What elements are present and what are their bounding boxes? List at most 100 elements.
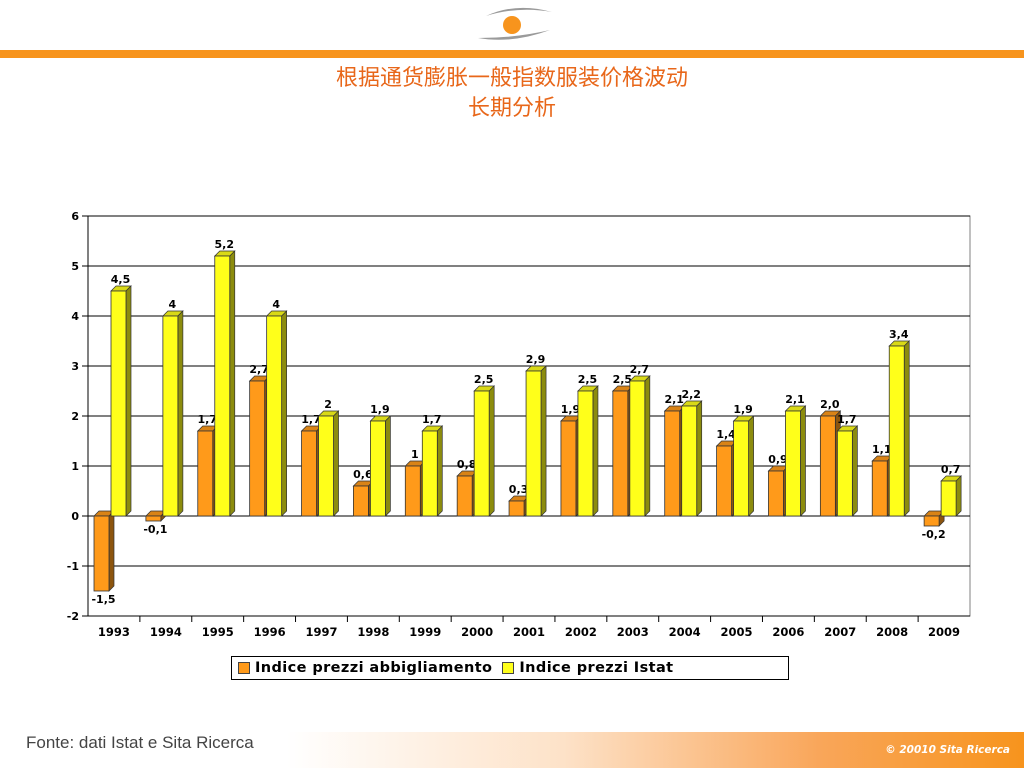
data-label: 2,7 xyxy=(630,363,650,376)
bar-series-1 xyxy=(819,415,836,517)
x-tick-label: 1998 xyxy=(357,625,389,639)
legend-label-series-2: Indice prezzi Istat xyxy=(519,660,674,676)
bar-series-2 xyxy=(785,410,801,517)
y-tick-label: -2 xyxy=(67,610,79,623)
bar-series-1 xyxy=(249,380,266,517)
data-label: 1,7 xyxy=(837,413,857,426)
data-label: 0,9 xyxy=(768,453,788,466)
data-label: 2,5 xyxy=(474,373,494,386)
bar-1-side xyxy=(108,510,115,592)
y-tick-label: 3 xyxy=(71,360,79,373)
bar-series-1 xyxy=(508,500,525,517)
bar-2-side xyxy=(488,385,495,517)
data-label: 0,8 xyxy=(457,458,477,471)
x-tick-label: 2000 xyxy=(461,625,493,639)
y-tick-label: 1 xyxy=(71,460,79,473)
bar-2-side xyxy=(903,340,910,517)
x-tick-label: 2001 xyxy=(513,625,545,639)
data-label: 2,1 xyxy=(664,393,684,406)
data-label: 5,2 xyxy=(215,238,235,251)
bar-series-1 xyxy=(93,515,110,592)
bar-chart: -2 -1 0 1 2 3 4 5 6 1993 -1,5 4,5 1994 -0,1 4 1995 1,7 5,… xyxy=(54,200,984,650)
data-label: 2,0 xyxy=(820,398,840,411)
chart-legend: Indice prezzi abbigliamento Indice prezz… xyxy=(231,656,789,680)
data-label: 0,7 xyxy=(941,463,961,476)
x-tick-label: 2007 xyxy=(824,625,856,639)
data-label: 2,1 xyxy=(785,393,805,406)
data-label: -1,5 xyxy=(91,593,115,606)
data-label: 1,9 xyxy=(370,403,390,416)
bar-series-2 xyxy=(370,420,386,517)
chart-canvas: -2 -1 0 1 2 3 4 5 6 1993 -1,5 4,5 1994 -0,1 4 1995 1,7 5,… xyxy=(67,210,971,639)
bar-2-side xyxy=(540,365,547,517)
data-label: -0,2 xyxy=(922,528,946,541)
bar-2-side xyxy=(177,310,184,517)
data-label: 0,3 xyxy=(509,483,529,496)
x-tick-label: 1993 xyxy=(98,625,130,639)
data-label: 1,1 xyxy=(872,443,892,456)
data-label: 1,4 xyxy=(716,428,736,441)
x-tick-label: 1995 xyxy=(202,625,234,639)
bar-2-side xyxy=(955,475,962,517)
bar-series-2 xyxy=(888,345,905,517)
bar-series-2 xyxy=(473,390,490,517)
data-label: 1,7 xyxy=(198,413,218,426)
bar-2-side xyxy=(644,375,651,517)
bar-series-2 xyxy=(266,315,283,517)
data-label: 3,4 xyxy=(889,328,909,341)
bar-series-2 xyxy=(836,430,853,517)
legend-item-series-1: Indice prezzi abbigliamento xyxy=(238,660,492,676)
data-label: 4 xyxy=(272,298,280,311)
data-label: 1,7 xyxy=(301,413,321,426)
x-tick-label: 1994 xyxy=(150,625,182,639)
x-tick-label: 2003 xyxy=(617,625,649,639)
bar-series-1 xyxy=(560,420,577,517)
y-tick-label: 0 xyxy=(71,510,79,523)
bar-series-1 xyxy=(197,430,214,517)
header-accent-bar xyxy=(0,50,1024,58)
data-label: 2,9 xyxy=(526,353,546,366)
bar-series-2 xyxy=(162,315,179,517)
bar-series-2 xyxy=(214,255,231,517)
data-label: 4,5 xyxy=(111,273,131,286)
bar-2-side xyxy=(696,400,703,517)
bar-2-side xyxy=(281,310,287,517)
legend-label-series-1: Indice prezzi abbigliamento xyxy=(255,660,493,676)
bar-series-2 xyxy=(577,390,594,517)
x-tick-label: 1996 xyxy=(254,625,286,639)
x-tick-label: 2005 xyxy=(721,625,753,639)
x-tick-label: 2006 xyxy=(772,625,804,639)
bar-series-2 xyxy=(733,420,749,517)
bar-2-side xyxy=(852,425,858,517)
bar-series-2 xyxy=(421,430,438,517)
x-tick-label: 1997 xyxy=(305,625,337,639)
data-label: 1,9 xyxy=(561,403,581,416)
y-tick-label: -1 xyxy=(67,560,79,573)
data-label: 2,5 xyxy=(613,373,633,386)
bar-series-2 xyxy=(681,405,698,517)
bar-2-side xyxy=(229,250,236,517)
y-tick-label: 4 xyxy=(71,310,79,323)
copyright-note: © 20010 Sita Ricerca xyxy=(885,744,1010,756)
data-label: 0,6 xyxy=(353,468,373,481)
company-logo xyxy=(478,7,552,40)
bar-series-1 xyxy=(404,465,421,517)
legend-item-series-2: Indice prezzi Istat xyxy=(502,660,673,676)
bar-2-side xyxy=(800,405,806,517)
x-tick-label: 2008 xyxy=(876,625,908,639)
title-line-2: 长期分析 xyxy=(467,96,556,121)
bar-series-1 xyxy=(353,485,369,517)
bar-2-side xyxy=(333,410,339,517)
bar-series-2 xyxy=(110,290,127,517)
bar-series-1 xyxy=(612,390,629,517)
data-label: 1 xyxy=(411,448,419,461)
x-tick-label: 2004 xyxy=(669,625,701,639)
bar-series-2 xyxy=(940,480,957,517)
y-tick-label: 5 xyxy=(71,260,79,273)
x-tick-label: 1999 xyxy=(409,625,441,639)
legend-swatch-orange xyxy=(238,662,250,674)
x-tick-label: 2009 xyxy=(928,625,960,639)
data-label: 2,2 xyxy=(681,388,701,401)
x-tick-label: 2002 xyxy=(565,625,597,639)
data-label: 1,9 xyxy=(733,403,753,416)
